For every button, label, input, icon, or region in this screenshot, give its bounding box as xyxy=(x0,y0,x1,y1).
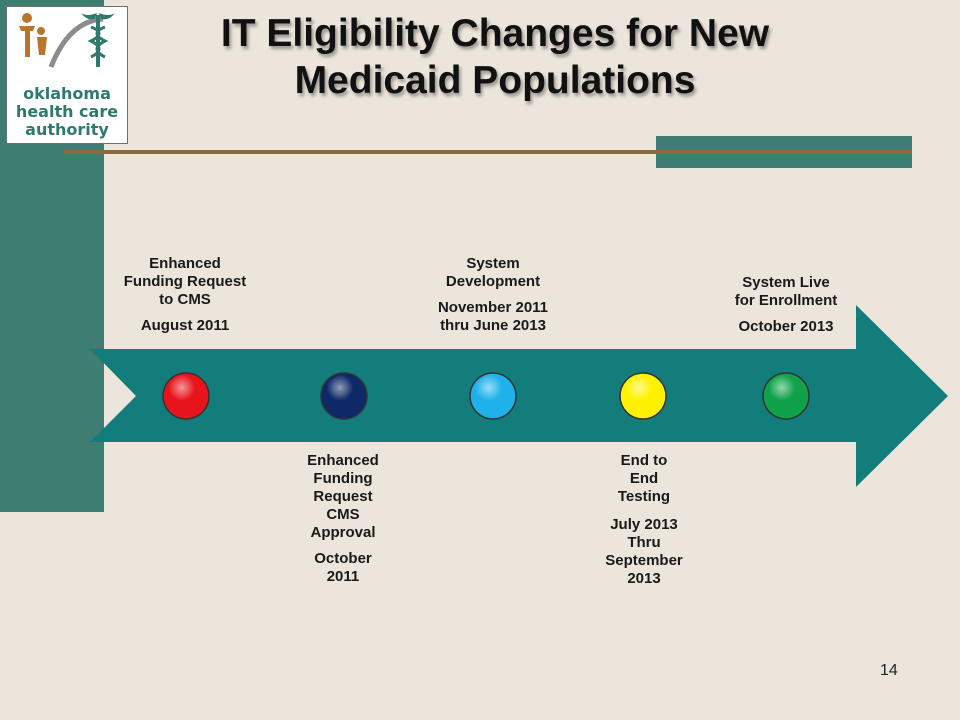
milestone-3-date-2: thru June 2013 xyxy=(440,317,546,334)
milestone-4-line-2: End xyxy=(629,470,659,487)
milestone-4-line-1: End to xyxy=(620,452,668,469)
slide-title-line1: IT Eligibility Changes for New xyxy=(220,12,770,55)
milestone-4-line-3: Testing xyxy=(617,488,671,505)
milestone-4-date-4: 2013 xyxy=(627,570,661,587)
milestone-marker-gloss-1 xyxy=(165,375,207,417)
milestone-5-line-1: System Live xyxy=(742,274,830,291)
milestone-label-1: Enhanced Funding Request to CMS August 2… xyxy=(104,255,266,335)
milestone-1-date: August 2011 xyxy=(140,317,230,334)
milestone-3-line-2: Development xyxy=(445,273,541,290)
milestone-2-line-4: CMS xyxy=(326,506,360,523)
milestone-4-date-3: September xyxy=(605,552,683,569)
milestone-1-line-3: to CMS xyxy=(159,291,211,308)
timeline-arrow-shape xyxy=(90,305,948,487)
logo-text-line3: authority xyxy=(25,120,109,139)
slide-title: IT Eligibility Changes for New Medicaid … xyxy=(130,10,860,104)
milestone-label-2: Enhanced Funding Request CMS Approval Oc… xyxy=(283,452,403,586)
milestone-marker-gloss-4 xyxy=(622,375,664,417)
milestone-5-line-2: for Enrollment xyxy=(734,292,838,309)
milestone-marker-gloss-3 xyxy=(472,375,514,417)
milestone-3-line-1: System xyxy=(466,255,520,272)
milestone-label-3: System Development November 2011 thru Ju… xyxy=(412,255,574,335)
milestone-2-date-1: October xyxy=(314,550,372,567)
milestone-2-date-2: 2011 xyxy=(326,568,360,585)
milestone-label-4: End to End Testing July 2013 Thru Septem… xyxy=(584,452,704,588)
title-underline xyxy=(64,150,912,154)
milestone-label-5: System Live for Enrollment October 2013 xyxy=(706,274,866,336)
milestone-1-line-1: Enhanced xyxy=(149,255,221,272)
milestone-2-line-2: Funding xyxy=(313,470,373,487)
logo-figures-icon xyxy=(19,13,115,68)
milestone-2-line-1: Enhanced xyxy=(307,452,379,469)
milestone-4-date-1: July 2013 xyxy=(610,516,678,533)
milestone-1-line-2: Funding Request xyxy=(123,273,247,290)
oklahoma-health-care-authority-logo: oklahoma health care authority xyxy=(6,6,128,144)
milestone-3-date-1: November 2011 xyxy=(437,299,549,316)
milestone-marker-gloss-5 xyxy=(765,375,807,417)
slide-title-line2: Medicaid Populations xyxy=(294,59,696,102)
logo-text-line2: health care xyxy=(15,102,119,121)
milestone-2-line-5: Approval xyxy=(310,524,376,541)
page-number: 14 xyxy=(880,662,898,679)
milestone-2-line-3: Request xyxy=(313,488,373,505)
milestone-5-date: October 2013 xyxy=(738,318,834,335)
milestone-4-date-2: Thru xyxy=(627,534,661,551)
logo-text-line1: oklahoma xyxy=(23,84,111,103)
milestone-marker-gloss-2 xyxy=(323,375,365,417)
